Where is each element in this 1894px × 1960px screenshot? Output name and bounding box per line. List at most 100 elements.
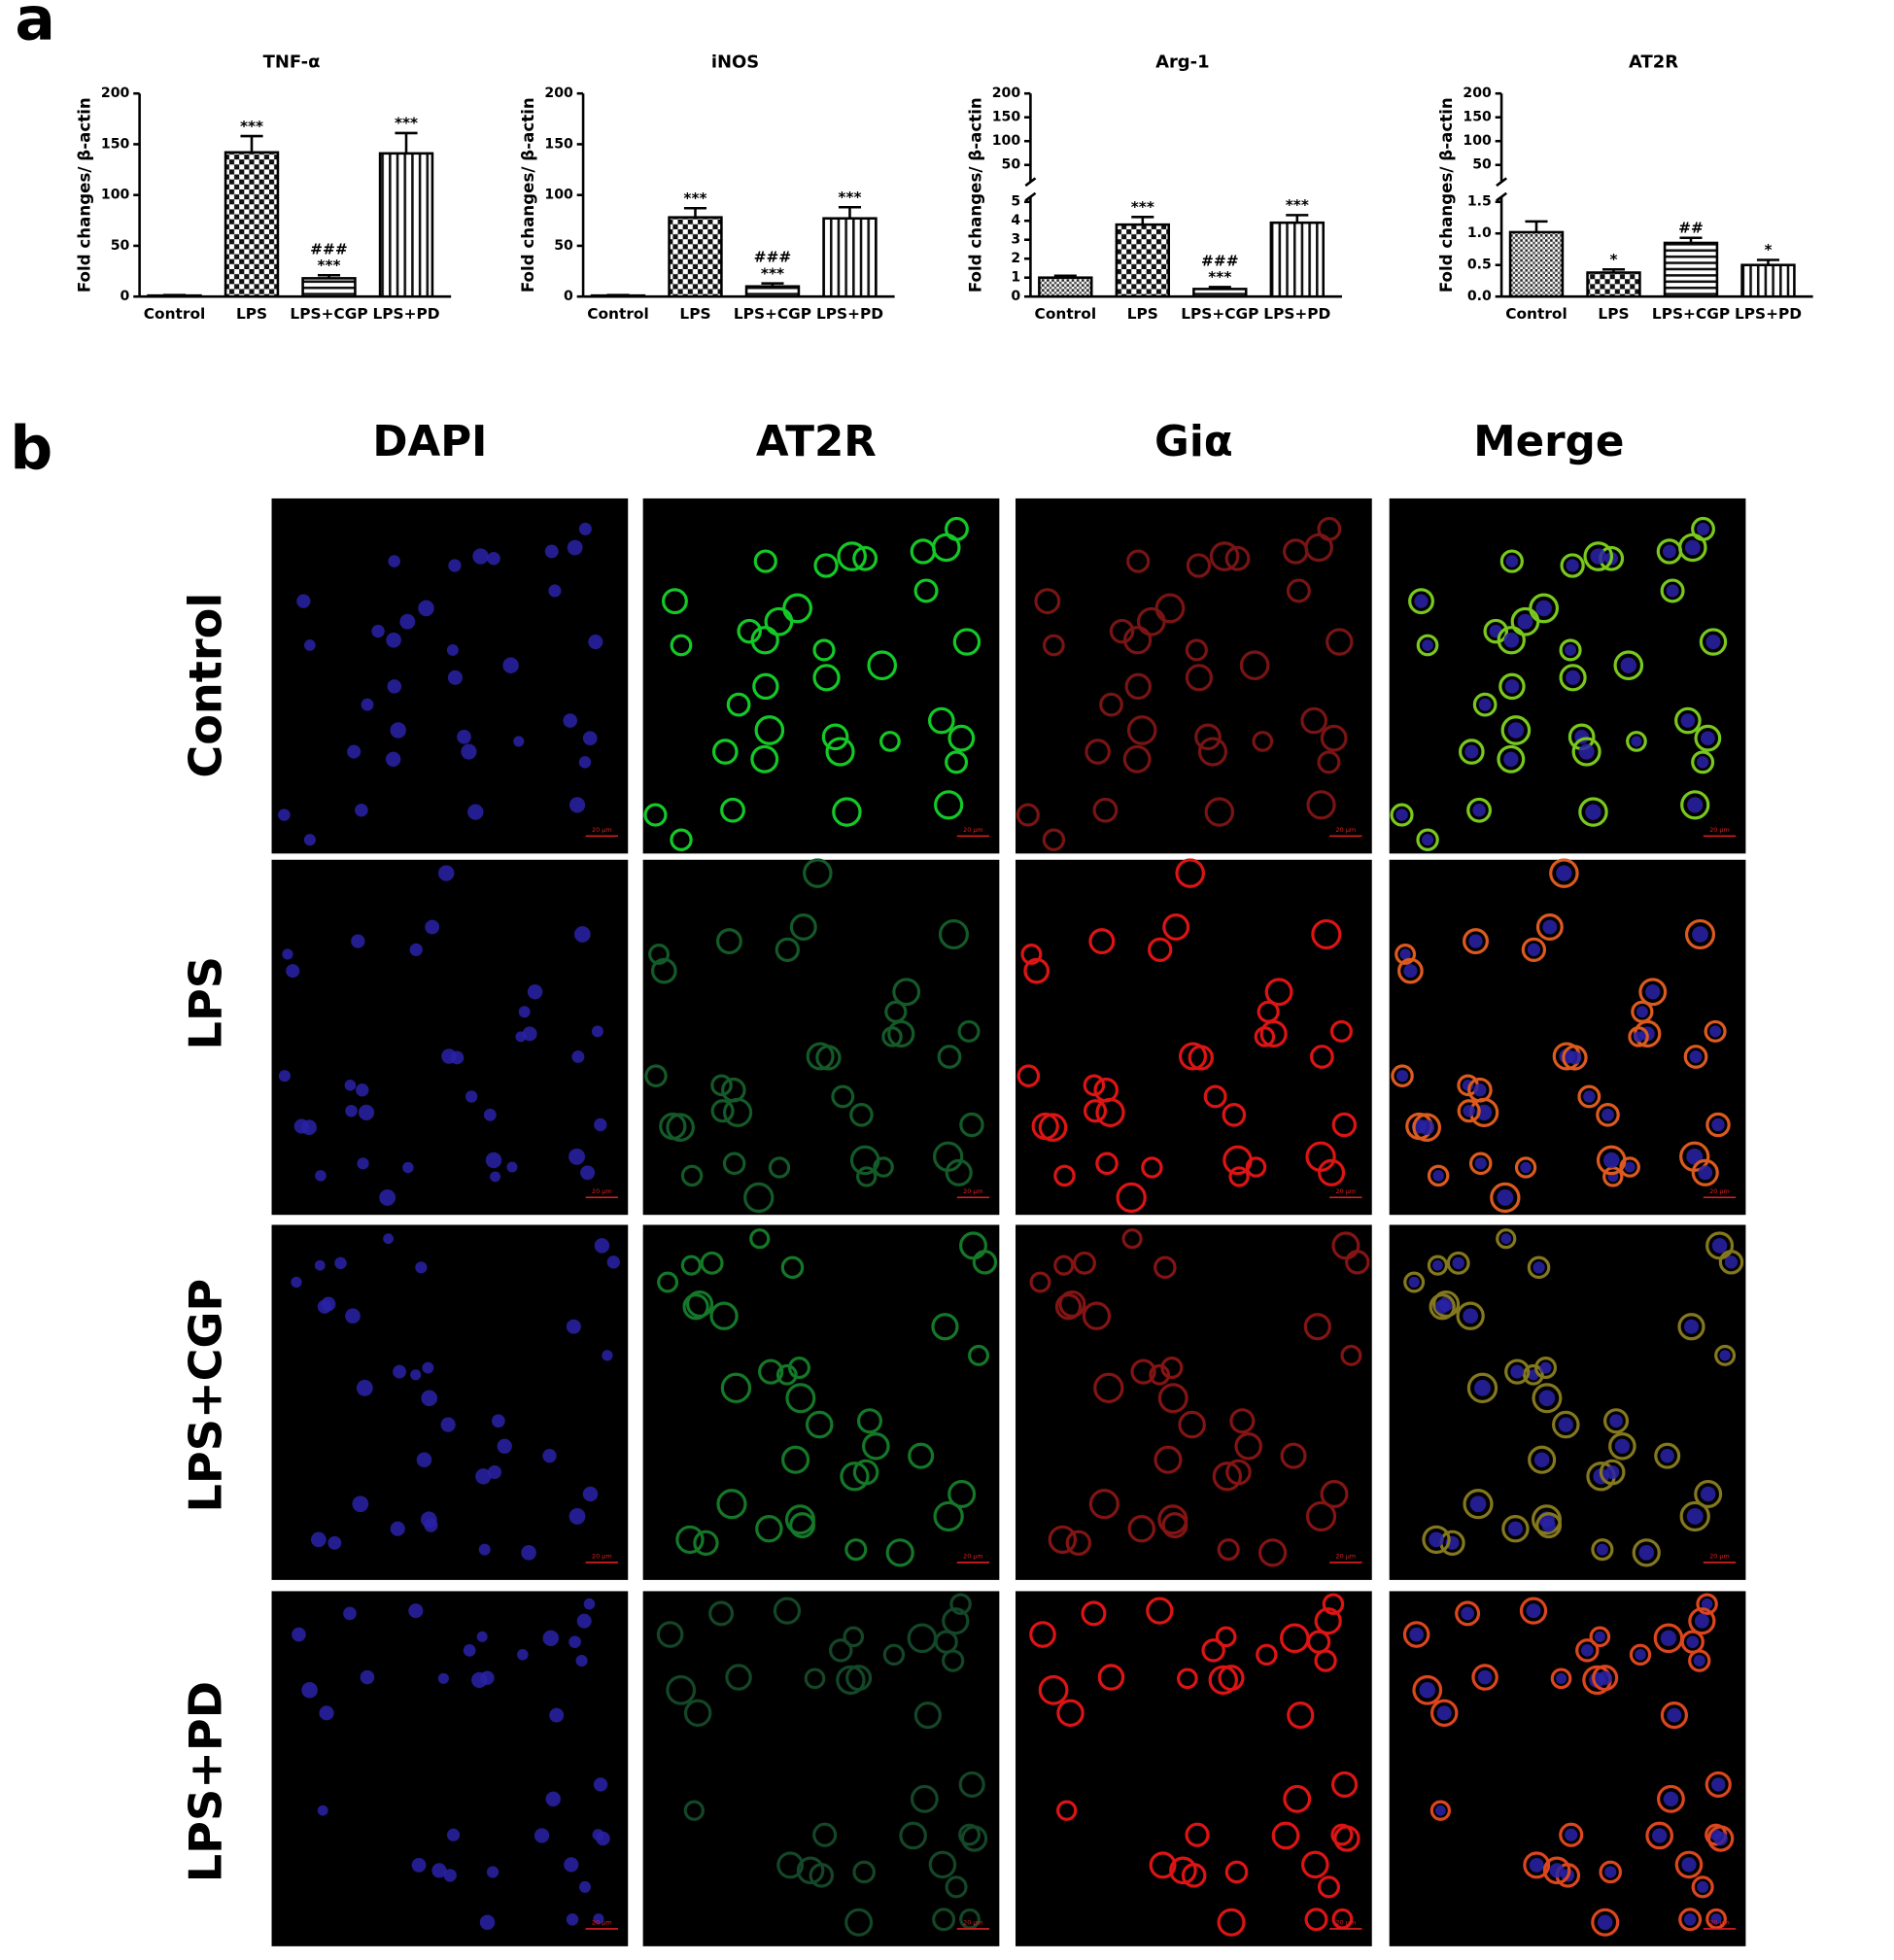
cell-membrane (1141, 1156, 1163, 1179)
cell-membrane (749, 1228, 771, 1250)
y-tick-label: 2 (1011, 251, 1020, 266)
nucleus (438, 865, 455, 881)
micrograph: 20 μm (1016, 1224, 1372, 1580)
cell-membrane (1023, 957, 1050, 984)
cell-membrane (803, 858, 833, 888)
y-tick-label: 200 (1463, 86, 1492, 101)
cell-membrane (1522, 1363, 1544, 1386)
cell-membrane (1162, 913, 1190, 942)
nucleus (1497, 1189, 1514, 1206)
nucleus (1620, 657, 1637, 673)
cell-membrane (1705, 1908, 1727, 1930)
cell-membrane (1330, 1771, 1359, 1799)
significance-label: ### (1201, 253, 1239, 270)
cell-membrane (1429, 1293, 1456, 1321)
scale-bar-label: 20 μm (592, 1553, 612, 1561)
cell-membrane (1092, 797, 1119, 823)
cell-membrane (949, 1593, 972, 1615)
scale-bar-label: 20 μm (963, 1919, 983, 1927)
scale-bar-label: 20 μm (1336, 826, 1357, 834)
nucleus (1633, 1031, 1644, 1043)
cell-membrane (845, 1665, 873, 1692)
cell-membrane (879, 731, 901, 752)
nucleus (480, 1670, 495, 1685)
cell-membrane (1038, 1113, 1068, 1143)
nucleus (478, 1543, 491, 1556)
nucleus (544, 544, 559, 559)
nucleus (344, 1080, 357, 1091)
nucleus (1469, 1496, 1487, 1513)
nucleus (1422, 834, 1434, 846)
y-tick-label: 200 (101, 86, 130, 101)
micrograph: 20 μm (642, 1224, 1000, 1580)
cell-membrane (1212, 1461, 1243, 1492)
nucleus (490, 1171, 501, 1183)
nucleus (1578, 743, 1595, 760)
cell-membrane (1314, 1607, 1342, 1635)
nucleus (517, 1649, 529, 1661)
nucleus (1473, 1083, 1487, 1097)
nucleus (1666, 584, 1679, 598)
nucleus (497, 1438, 512, 1454)
nucleus (440, 1417, 456, 1432)
cell-membrane (1149, 1851, 1177, 1879)
cell-membrane (1304, 1908, 1328, 1932)
nucleus (1409, 1627, 1424, 1642)
cell-membrane (775, 1363, 798, 1386)
cell-membrane (1483, 618, 1508, 644)
cell-membrane (643, 803, 668, 827)
cell-membrane (1257, 1000, 1280, 1023)
nucleus (1539, 1361, 1552, 1374)
cell-membrane (945, 1875, 968, 1899)
cell-membrane (1674, 1850, 1704, 1879)
cell-membrane (942, 1607, 970, 1635)
nucleus (1549, 1863, 1565, 1878)
cell-membrane (1427, 1255, 1449, 1276)
axis-break (1024, 191, 1037, 202)
nucleus (1503, 632, 1520, 648)
micrograph: 20 μm (1389, 1591, 1746, 1946)
cell-membrane (1560, 553, 1585, 578)
nucleus (1614, 1438, 1631, 1454)
cell-membrane (1679, 1500, 1710, 1532)
cell-membrane (1583, 541, 1614, 571)
scale-bar-label: 20 μm (1709, 826, 1730, 834)
nucleus (1696, 756, 1709, 769)
cell-membrane (1038, 1674, 1069, 1705)
cell-membrane (1402, 1621, 1430, 1648)
cell-membrane (1286, 578, 1311, 603)
nucleus (292, 1627, 306, 1642)
cell-membrane (1549, 858, 1579, 888)
chart-title: Arg-1 (1155, 52, 1210, 73)
cell-membrane (856, 1408, 883, 1434)
nucleus (314, 1259, 326, 1271)
micrograph: 20 μm (642, 1591, 1000, 1946)
cell-membrane (1408, 588, 1434, 615)
cell-membrane (1085, 739, 1111, 765)
nucleus (1517, 613, 1533, 630)
scale-bar-label: 20 μm (592, 1919, 612, 1927)
cell-membrane (1218, 1665, 1245, 1692)
cell-membrane (1161, 1512, 1188, 1539)
nucleus (1408, 1276, 1420, 1289)
cell-membrane (829, 1638, 853, 1663)
nucleus (566, 1913, 579, 1926)
nucleus (472, 548, 489, 565)
nucleus (1503, 751, 1519, 767)
nucleus (1399, 948, 1411, 960)
significance-label: ### (310, 240, 348, 258)
nucleus (1565, 643, 1577, 656)
nucleus (1598, 1670, 1612, 1685)
cell-membrane (1705, 1112, 1731, 1138)
cell-membrane (1331, 1112, 1358, 1138)
cell-membrane (1592, 1665, 1619, 1692)
y-tick-label: 50 (1002, 157, 1021, 173)
nucleus (564, 1857, 579, 1873)
cell-membrane (726, 692, 751, 717)
nucleus (1692, 926, 1708, 943)
y-tick-label: 50 (1472, 157, 1492, 173)
nucleus (1452, 1256, 1464, 1270)
scale-bar-label: 20 μm (963, 826, 983, 834)
cell-membrane (958, 1823, 981, 1846)
nucleus (1652, 1828, 1668, 1843)
